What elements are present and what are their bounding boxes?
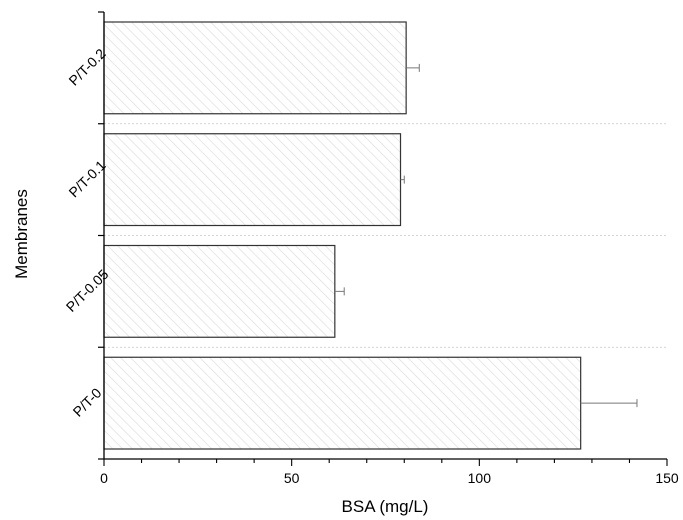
category-separators <box>104 123 667 348</box>
bars-group <box>103 21 582 450</box>
bar <box>103 21 407 115</box>
y-tick-label: P/T-0.2 <box>65 45 108 88</box>
y-tick-label: P/T-0.1 <box>65 157 108 200</box>
x-axis-title: BSA (mg/L) <box>342 497 429 516</box>
bar <box>103 133 402 227</box>
bar <box>103 244 336 338</box>
x-tick-labels: 0 50 100 150 <box>100 470 679 486</box>
x-tick-label: 150 <box>655 470 679 486</box>
error-bars-group <box>334 63 638 408</box>
y-axis-title: Membranes <box>12 189 31 279</box>
x-tick-label: 50 <box>284 470 300 486</box>
y-tick-label: P/T-0 <box>70 385 105 420</box>
x-tick-label: 0 <box>100 470 108 486</box>
x-tick-label: 100 <box>468 470 492 486</box>
axes-group <box>98 11 668 466</box>
bar <box>103 356 582 450</box>
